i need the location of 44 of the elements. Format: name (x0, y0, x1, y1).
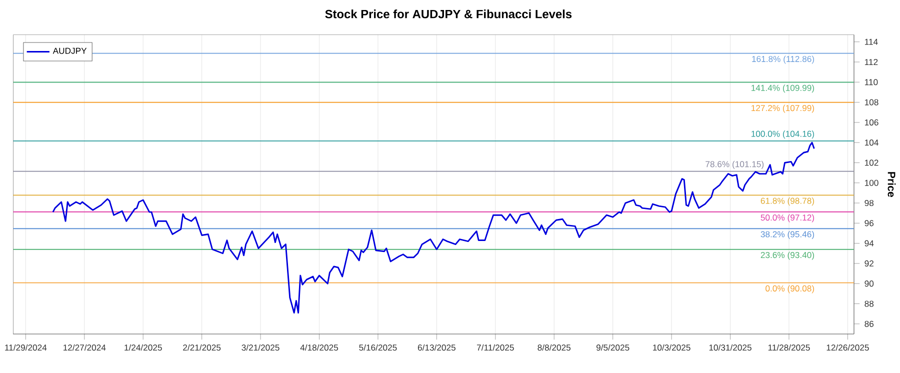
x-tick-label: 7/11/2025 (476, 344, 514, 351)
x-tick-label: 11/29/2024 (5, 344, 47, 351)
y-tick-label: 92 (864, 260, 874, 267)
y-tick-label: 114 (864, 39, 878, 45)
x-tick-label: 12/26/2025 (826, 344, 869, 351)
ref-line-label: 100.0% (104.16) (752, 130, 814, 139)
y-tick-label: 98 (864, 200, 874, 206)
y-tick-label: 88 (864, 300, 874, 307)
x-tick-label: 8/8/2025 (538, 344, 571, 351)
x-tick-label: 10/31/2025 (709, 344, 752, 351)
x-tick-label: 11/28/2025 (768, 344, 810, 351)
ref-line-label: 141.4% (109.99) (752, 84, 814, 93)
chart-title: Stock Price for AUDJPY & Fibunacci Levels (325, 10, 572, 18)
line-series (52, 142, 815, 314)
ref-line-label: 38.2% (95.46) (760, 231, 814, 240)
y-axis-title: Price (888, 172, 896, 198)
ref-line-label: 50.0% (97.12) (760, 214, 814, 222)
ref-line-label: 0.0% (90.08) (766, 285, 814, 294)
x-tick-label: 5/16/2025 (359, 344, 397, 351)
ref-line-label: 23.6% (93.40) (760, 252, 814, 260)
x-tick-label: 6/13/2025 (418, 344, 456, 351)
x-tick-label: 2/21/2025 (183, 344, 221, 351)
y-tick-label: 110 (864, 79, 878, 86)
y-tick-label: 102 (864, 160, 878, 166)
y-tick-label: 104 (864, 140, 878, 146)
ref-line-label: 61.8% (98.78) (760, 198, 814, 206)
y-tick-label: 108 (864, 99, 878, 106)
y-tick-label: 90 (864, 280, 874, 287)
y-tick-label: 94 (864, 240, 874, 246)
x-tick-label: 1/24/2025 (124, 344, 162, 351)
ref-line-label: 78.6% (101.15) (706, 161, 764, 170)
ref-line-label: 127.2% (107.99) (752, 104, 814, 113)
ref-line-label: 161.8% (112.86) (752, 56, 814, 64)
y-tick-label: 112 (864, 59, 878, 66)
y-tick-label: 86 (864, 320, 874, 328)
legend-label: AUDJPY (52, 48, 87, 54)
x-tick-label: 12/27/2024 (63, 344, 106, 351)
y-tick-label: 96 (864, 220, 874, 226)
y-tick-label: 100 (864, 180, 878, 186)
y-tick-label: 106 (864, 120, 878, 126)
x-tick-label: 4/18/2025 (300, 344, 338, 351)
x-tick-label: 9/5/2025 (596, 344, 630, 351)
x-tick-label: 10/3/2025 (653, 344, 690, 351)
x-tick-label: 3/21/2025 (242, 344, 280, 351)
